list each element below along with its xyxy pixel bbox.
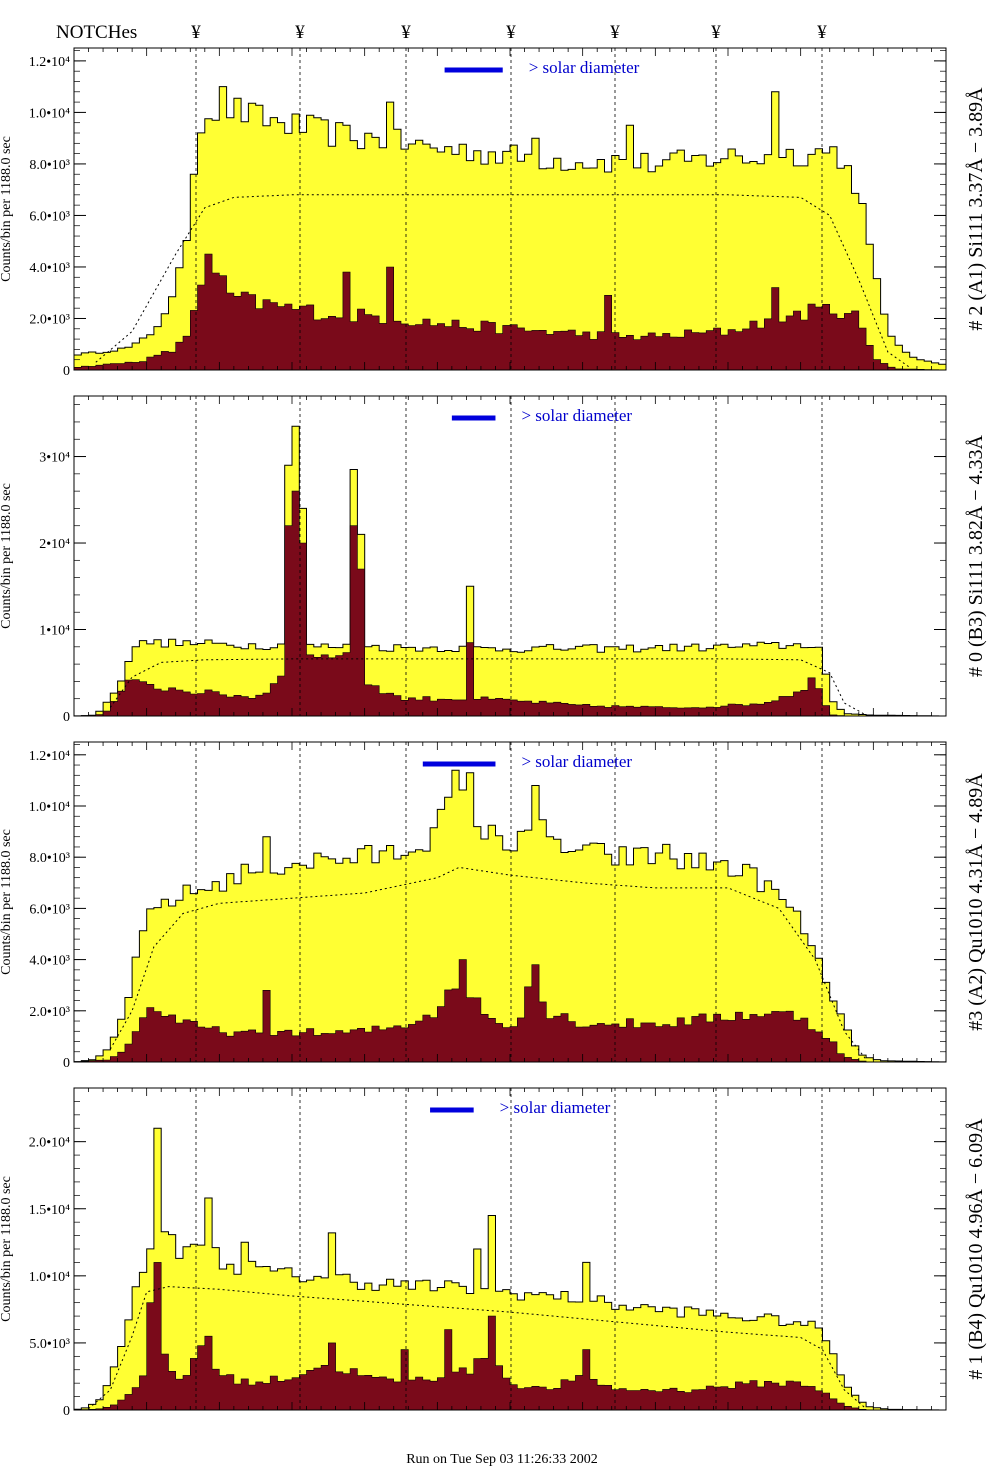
- y-tick-label: 3•10⁴: [39, 451, 70, 466]
- y-tick-label: 2.0•10³: [29, 312, 70, 327]
- y-tick-label: 4.0•10³: [29, 954, 70, 969]
- y-tick-label: 5.0•10³: [29, 1337, 70, 1352]
- notch-marker-7: ¥: [817, 22, 827, 43]
- total-counts-histogram: [74, 86, 946, 370]
- inner-counts-histogram: [74, 490, 946, 716]
- notch-marker-1: ¥: [191, 22, 201, 43]
- notch-marker-6: ¥: [711, 22, 721, 43]
- y-tick-label: 6.0•10³: [29, 902, 70, 917]
- y-tick-label: 2•10⁴: [39, 537, 70, 552]
- run-timestamp: Run on Tue Sep 03 11:26:33 2002: [406, 1452, 598, 1467]
- panel-side-label: # 1 (B4) Qu1010 4.96Å − 6.09Å: [965, 1118, 987, 1380]
- panel-3: 0 2.0•10³ 4.0•10³ 6.0•10³ 8.0•10³ 1.0•10⁴ 1.2•…: [0, 741, 987, 1071]
- y-tick-label: 2.0•10⁴: [29, 1136, 70, 1151]
- inner-counts-histogram: [74, 1262, 946, 1410]
- total-counts-histogram: [74, 425, 946, 716]
- notch-marker-3: ¥: [401, 22, 411, 43]
- y-tick-label: 0: [63, 710, 70, 725]
- y-axis-label: Counts/bin per 1188.0 sec: [0, 483, 14, 629]
- notches-label: NOTCHes: [56, 22, 137, 43]
- solar-diameter-label: > solar diameter: [521, 406, 632, 425]
- y-axis-label: Counts/bin per 1188.0 sec: [0, 1176, 14, 1322]
- y-tick-label: 2.0•10³: [29, 1005, 70, 1020]
- panel-side-label: # 0 (B3) Si111 3.82Å − 4.33Å: [965, 434, 987, 677]
- y-tick-label: 0: [63, 1404, 70, 1419]
- y-tick-label: 1.0•10⁴: [29, 106, 70, 121]
- y-tick-label: 4.0•10³: [29, 261, 70, 276]
- y-tick-label: 1.2•10⁴: [29, 55, 70, 70]
- panel-side-label: #3 (A2) Qu1010 4.31Å − 4.89Å: [965, 773, 987, 1031]
- notch-marker-5: ¥: [610, 22, 620, 43]
- solar-diameter-label: > solar diameter: [529, 58, 640, 77]
- model-curve: [88, 1286, 867, 1410]
- inner-counts-histogram: [74, 959, 946, 1062]
- y-tick-label: 1.2•10⁴: [29, 749, 70, 764]
- y-tick-label: 1.5•10⁴: [29, 1203, 70, 1218]
- y-tick-label: 1•10⁴: [39, 624, 70, 639]
- y-tick-label: 8.0•10³: [29, 158, 70, 173]
- model-curve: [109, 866, 867, 1060]
- y-axis-label: Counts/bin per 1188.0 sec: [0, 829, 14, 975]
- notch-marker-4: ¥: [506, 22, 516, 43]
- total-counts-histogram: [74, 1127, 946, 1410]
- solar-diameter-label: > solar diameter: [521, 752, 632, 771]
- panel-4: 0 5.0•10³ 1.0•10⁴ 1.5•10⁴ 2.0•10⁴ Counts/bin …: [0, 1087, 987, 1419]
- y-tick-label: 1.0•10⁴: [29, 800, 70, 815]
- notch-marker-2: ¥: [295, 22, 305, 43]
- y-tick-label: 6.0•10³: [29, 209, 70, 224]
- total-counts-histogram: [74, 769, 946, 1062]
- panel-side-label: # 2 (A1) Si111 3.37Å − 3.89Å: [965, 87, 987, 331]
- y-tick-label: 0: [63, 1056, 70, 1071]
- solar-diameter-label: > solar diameter: [500, 1098, 611, 1117]
- y-axis-label: Counts/bin per 1188.0 sec: [0, 136, 14, 282]
- panel-2: 0 1•10⁴ 2•10⁴ 3•10⁴ Counts/bin per 1188.0 se…: [0, 395, 987, 725]
- y-tick-label: 8.0•10³: [29, 851, 70, 866]
- model-curve: [109, 658, 867, 716]
- panels: 0 2.0•10³ 4.0•10³ 6.0•10³ 8.0•10³ 1.0•10⁴ 1.2•…: [0, 47, 987, 1419]
- y-tick-label: 1.0•10⁴: [29, 1270, 70, 1285]
- notch-symbols: ¥ ¥ ¥ ¥ ¥ ¥ ¥: [191, 22, 827, 43]
- panel-1: 0 2.0•10³ 4.0•10³ 6.0•10³ 8.0•10³ 1.0•10⁴ 1.2•…: [0, 47, 987, 379]
- model-curve: [95, 194, 910, 368]
- y-tick-label: 0: [63, 364, 70, 379]
- inner-counts-histogram: [74, 253, 946, 370]
